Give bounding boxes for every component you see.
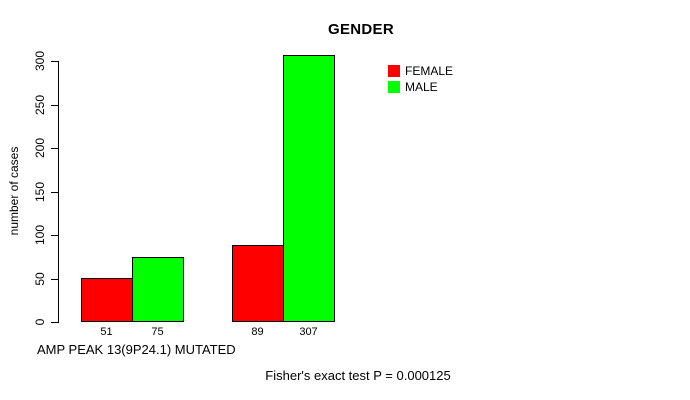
bar-value-label: 75 (151, 326, 164, 338)
y-tick-label: 0 (33, 318, 47, 326)
legend-swatch-male (388, 81, 400, 93)
y-tick-label: 200 (33, 137, 47, 159)
legend-swatch-female (388, 65, 400, 77)
y-tick-mark (51, 105, 58, 106)
y-axis-line (58, 61, 59, 323)
bar-value-label: 51 (100, 326, 113, 338)
x-axis-label: AMP PEAK 13(9P24.1) MUTATED (37, 342, 236, 357)
y-tick-label: 250 (33, 94, 47, 116)
y-tick-label: 150 (33, 181, 47, 203)
y-tick-label: 100 (33, 224, 47, 246)
p-value-annotation: Fisher's exact test P = 0.000125 (265, 368, 451, 383)
bar-male-group2 (283, 55, 335, 322)
bar-male-group1 (132, 257, 184, 322)
y-tick-mark (51, 61, 58, 62)
y-tick-mark (51, 192, 58, 193)
y-tick-label: 300 (33, 50, 47, 72)
y-axis-label: number of cases (7, 146, 21, 236)
bar-female-group1 (81, 278, 133, 322)
y-tick-mark (51, 148, 58, 149)
y-tick-mark (51, 322, 58, 323)
bar-female-group2 (232, 245, 284, 322)
bar-value-label: 89 (251, 326, 264, 338)
chart-title: GENDER (328, 21, 394, 38)
y-tick-mark (51, 235, 58, 236)
legend-label: MALE (405, 80, 438, 94)
bar-value-label: 307 (299, 326, 318, 338)
legend-label: FEMALE (405, 64, 454, 78)
legend-item-female: FEMALE (388, 63, 453, 79)
y-tick-label: 50 (33, 272, 47, 286)
legend-item-male: MALE (388, 79, 438, 95)
y-tick-mark (51, 279, 58, 280)
